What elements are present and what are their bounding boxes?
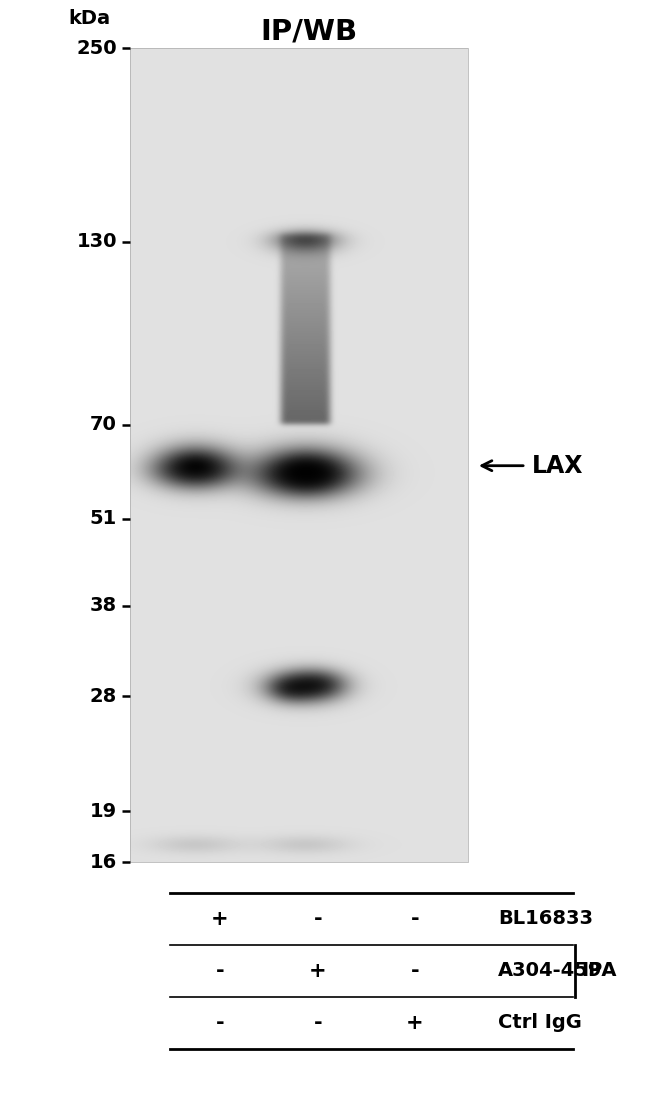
Text: 70: 70 xyxy=(90,415,117,435)
Text: -: - xyxy=(216,1013,224,1033)
Text: +: + xyxy=(211,909,229,928)
Text: 28: 28 xyxy=(90,687,117,705)
Text: +: + xyxy=(406,1013,424,1033)
Text: LAX: LAX xyxy=(532,454,584,478)
Text: -: - xyxy=(314,909,322,928)
Text: kDa: kDa xyxy=(68,9,110,28)
Text: BL16833: BL16833 xyxy=(498,910,593,928)
Text: -: - xyxy=(314,1013,322,1033)
Text: 16: 16 xyxy=(90,852,117,871)
Text: A304-459A: A304-459A xyxy=(498,962,618,980)
Text: IP: IP xyxy=(581,962,603,980)
Bar xyxy=(130,47,468,862)
Text: -: - xyxy=(216,960,224,981)
Text: -: - xyxy=(411,909,419,928)
Text: -: - xyxy=(411,960,419,981)
Text: +: + xyxy=(309,960,327,981)
Text: 51: 51 xyxy=(90,509,117,528)
Text: 19: 19 xyxy=(90,802,117,820)
Text: IP/WB: IP/WB xyxy=(261,18,358,46)
Text: 130: 130 xyxy=(77,232,117,251)
Text: 250: 250 xyxy=(77,39,117,57)
Text: 38: 38 xyxy=(90,596,117,615)
Text: Ctrl IgG: Ctrl IgG xyxy=(498,1013,582,1032)
